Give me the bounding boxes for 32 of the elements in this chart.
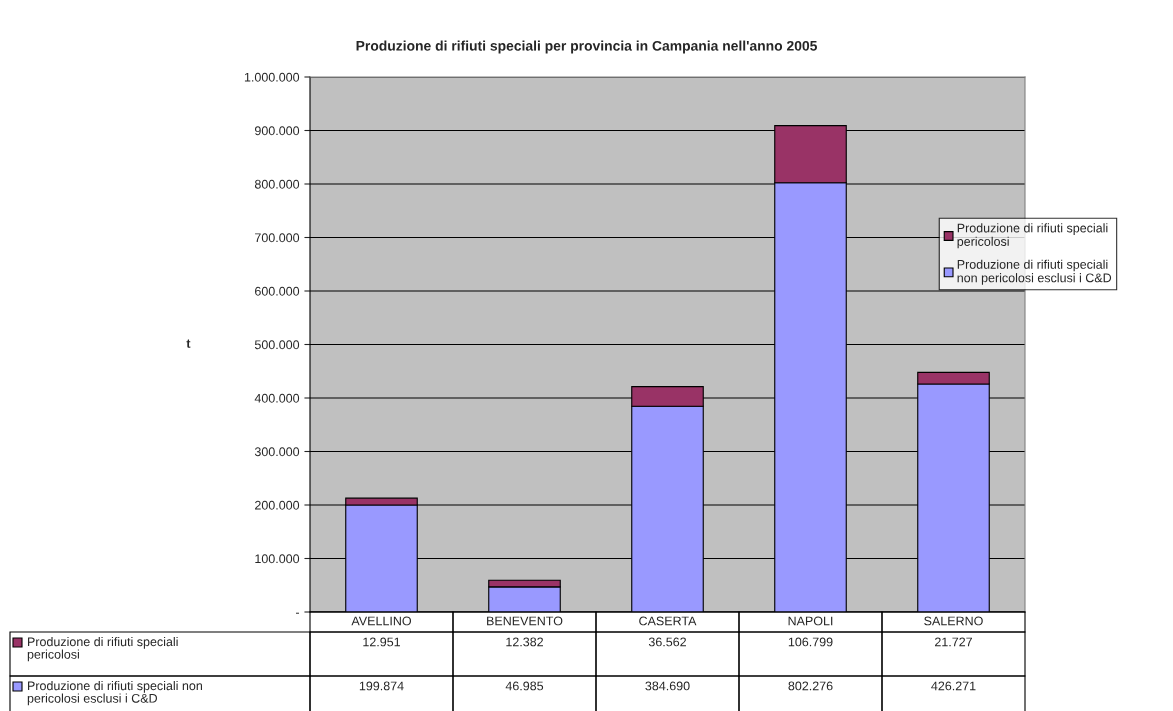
text: Produzione di rifiuti speciali pericolosi bbox=[27, 637, 178, 662]
data-label: 46.985 bbox=[505, 681, 544, 691]
data-label: 36.562 bbox=[648, 637, 686, 647]
x-tick-label: NAPOLI bbox=[788, 616, 833, 626]
legend-label: Produzione di rifiuti speciali pericolosi bbox=[957, 223, 1108, 249]
y-tick-label: 300.000 bbox=[254, 447, 300, 457]
y-tick-label: 400.000 bbox=[254, 393, 300, 403]
y-tick-label: 500.000 bbox=[254, 340, 300, 350]
data-label: 802.276 bbox=[788, 681, 833, 691]
x-tick-label: CASERTA bbox=[639, 616, 697, 626]
data-label: 106.799 bbox=[788, 637, 833, 647]
chart-title: Produzione di rifiuti speciali per provincia in Campania nell'anno 2005 bbox=[356, 40, 817, 54]
text: Produzione di rifiuti speciali non pericolosi esclusi i C&D bbox=[27, 681, 202, 706]
data-label: 21.727 bbox=[935, 637, 972, 647]
y-tick-label: - bbox=[295, 612, 300, 614]
y-tick-label: 800.000 bbox=[254, 179, 300, 189]
data-label: 199.874 bbox=[359, 681, 404, 691]
y-tick-label: 200.000 bbox=[255, 500, 300, 510]
data-label: 12.382 bbox=[506, 637, 543, 647]
y-axis-title: t bbox=[186, 339, 191, 348]
y-tick-label: 700.000 bbox=[255, 233, 300, 243]
legend-label: Produzione di rifiuti speciali non pericolosi esclusi i C&D bbox=[957, 259, 1112, 285]
y-tick-label: 1.000.000 bbox=[244, 72, 300, 82]
x-tick-label: AVELLINO bbox=[351, 616, 412, 626]
x-tick-label: BENEVENTO bbox=[487, 616, 563, 626]
x-tick-label: SALERNO bbox=[924, 616, 983, 626]
y-tick-label: 900.000 bbox=[254, 126, 300, 136]
y-tick-label: 600.000 bbox=[255, 286, 300, 296]
data-label: 384.690 bbox=[645, 681, 690, 691]
y-tick-label: 100.000 bbox=[255, 554, 300, 564]
data-label: 426.271 bbox=[931, 681, 976, 691]
data-label: 12.951 bbox=[363, 637, 401, 647]
